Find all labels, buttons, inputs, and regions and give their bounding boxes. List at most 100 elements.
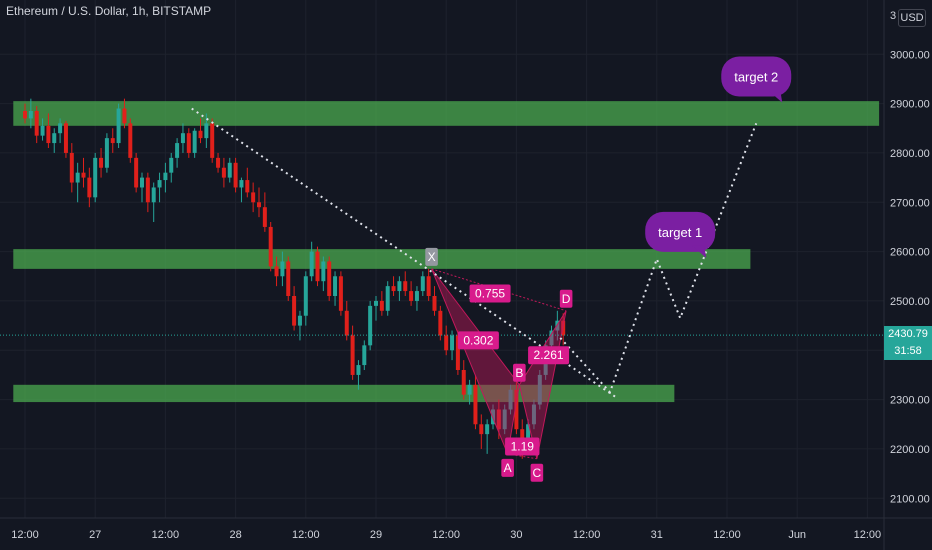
candle-body [145,177,150,203]
candle-body [514,389,519,430]
candle-body [75,172,80,183]
candle-body [409,291,414,301]
price-tick-label: 2600.00 [890,247,930,259]
candle-body [81,172,86,178]
candle-body [292,296,297,326]
price-tick-label: 3000.00 [890,49,930,61]
candle-body [379,300,384,311]
target-bubble-1: target 1 [645,211,716,258]
pattern-point-a-text: A [504,461,512,475]
target-bubble-2: target 2 [721,56,792,103]
pattern-point-b: B [513,363,526,382]
candle-body [186,133,191,153]
candle-body [461,370,466,395]
candle-body [385,286,390,311]
candle-body [99,157,104,168]
price-tick-label: 2200.00 [890,444,930,456]
target-bubble-bg [721,56,792,97]
pattern-ratio: 0.755 [469,284,511,303]
candle-body [508,389,513,410]
candle-body [473,384,478,425]
price-tick-label: 2700.00 [890,197,930,209]
candle-body [491,409,495,425]
pattern-point-d: D [559,289,573,308]
candle-body [432,296,437,311]
candle-body [110,138,115,144]
candle-body [368,305,373,346]
candle-body [87,177,92,198]
pattern-point-a-bg [501,458,514,477]
candle-body [180,133,185,144]
candle-body [52,133,57,144]
candle-body [455,335,460,370]
candle-body [403,281,408,292]
candle-body [414,291,419,301]
time-tick-label: 12:00 [11,529,39,541]
time-tick-label: 28 [229,529,241,541]
pattern-triangle-xab [431,268,520,456]
candle-body [23,111,27,119]
pattern-point-c-bg [530,463,544,482]
candle-body [496,409,501,430]
time-tick-label: 12:00 [713,529,741,541]
candle-body [549,330,554,346]
candle-body [262,207,267,227]
candle-body [426,276,431,296]
time-tick-label: 12:00 [292,529,320,541]
time-tick-label: 30 [510,529,522,541]
pattern-point-a: A [501,458,514,477]
candle-body [479,424,484,435]
candle-body [315,251,320,282]
candle-body [40,125,45,136]
pattern-ratio-bg [457,331,499,350]
pattern-ratio-text: 0.755 [475,287,505,301]
candle-body [502,409,507,430]
candle-body [286,261,291,296]
candle-body [537,374,542,405]
candle-body [397,281,402,292]
candle-body [350,335,355,375]
pattern-ratio-bg [505,437,540,456]
candle-body [327,261,332,296]
price-zone [13,101,880,126]
candle-body [251,192,256,203]
time-tick-label: 27 [89,529,101,541]
candle-body [221,167,226,178]
candle-body [28,111,33,119]
target-bubble-bg [645,211,716,252]
price-zone [13,249,751,269]
candle-body [391,286,396,292]
time-tick-label: 12:00 [432,529,460,541]
candle-body [333,276,338,296]
candle-body [198,130,203,139]
candle-body [93,157,98,198]
candle-body [134,157,139,188]
pattern-point-b-text: B [515,366,523,380]
candle-body [116,108,121,144]
pattern-ratio: 0.302 [457,331,499,350]
candle-body [309,251,314,277]
time-tick-label: Jun [788,529,806,541]
currency-selector[interactable]: USD [898,9,926,27]
candle-body [356,365,361,375]
pattern-ratio-text: 0.302 [463,333,493,347]
support-resistance-zones [13,101,880,403]
candle-body [321,261,326,282]
candle-body [280,261,285,277]
candle-body [34,111,39,136]
pattern-ratio-text: 1.19 [511,439,535,453]
candle-body [58,123,63,134]
candle-body [257,202,261,208]
candle-body [245,180,250,193]
candle-body [338,276,343,311]
price-tick-label: 2100.00 [890,493,930,505]
pattern-ratio: 1.19 [505,437,540,456]
candle-body [467,384,472,395]
candle-body [175,143,180,158]
pattern-point-c-text: C [533,466,542,480]
price-tick-label: 2500.00 [890,296,930,308]
pattern-ratio-bg [528,346,570,365]
candle-body [444,335,449,351]
chart-title: Ethereum / U.S. Dollar, 1h, BITSTAMP [6,4,212,18]
